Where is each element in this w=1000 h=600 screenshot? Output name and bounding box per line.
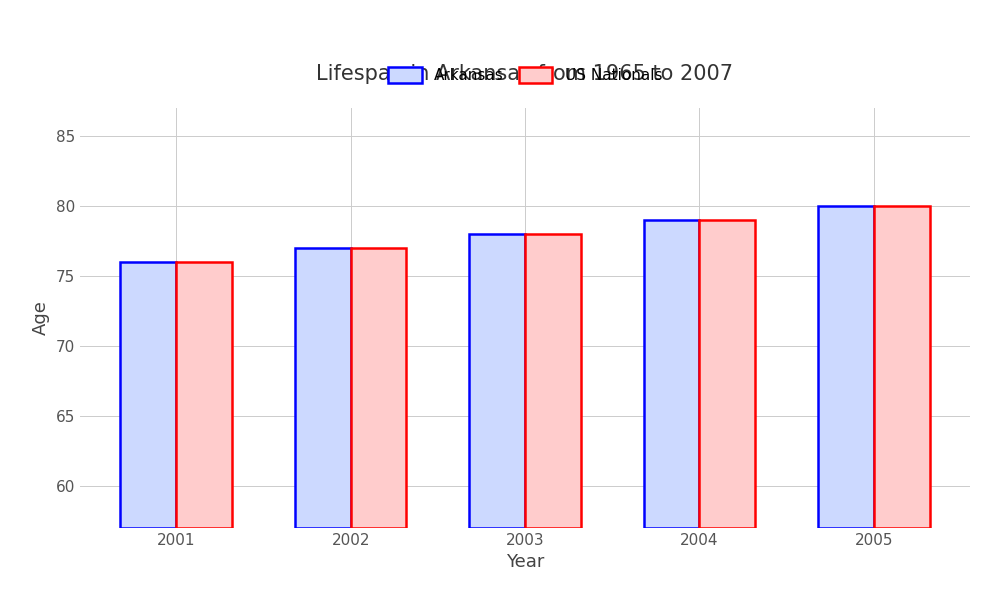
Bar xyxy=(120,262,176,528)
X-axis label: Year: Year xyxy=(506,553,544,571)
Bar xyxy=(818,206,874,528)
Bar xyxy=(699,220,755,528)
Bar xyxy=(351,248,406,528)
Legend: Arkansas, US Nationals: Arkansas, US Nationals xyxy=(382,61,668,89)
Bar xyxy=(525,234,581,528)
Bar xyxy=(874,206,930,528)
Bar xyxy=(295,248,351,528)
Bar xyxy=(469,234,525,528)
Title: Lifespan in Arkansas from 1965 to 2007: Lifespan in Arkansas from 1965 to 2007 xyxy=(316,64,734,84)
Y-axis label: Age: Age xyxy=(32,301,50,335)
Bar xyxy=(176,262,232,528)
Bar xyxy=(644,220,699,528)
